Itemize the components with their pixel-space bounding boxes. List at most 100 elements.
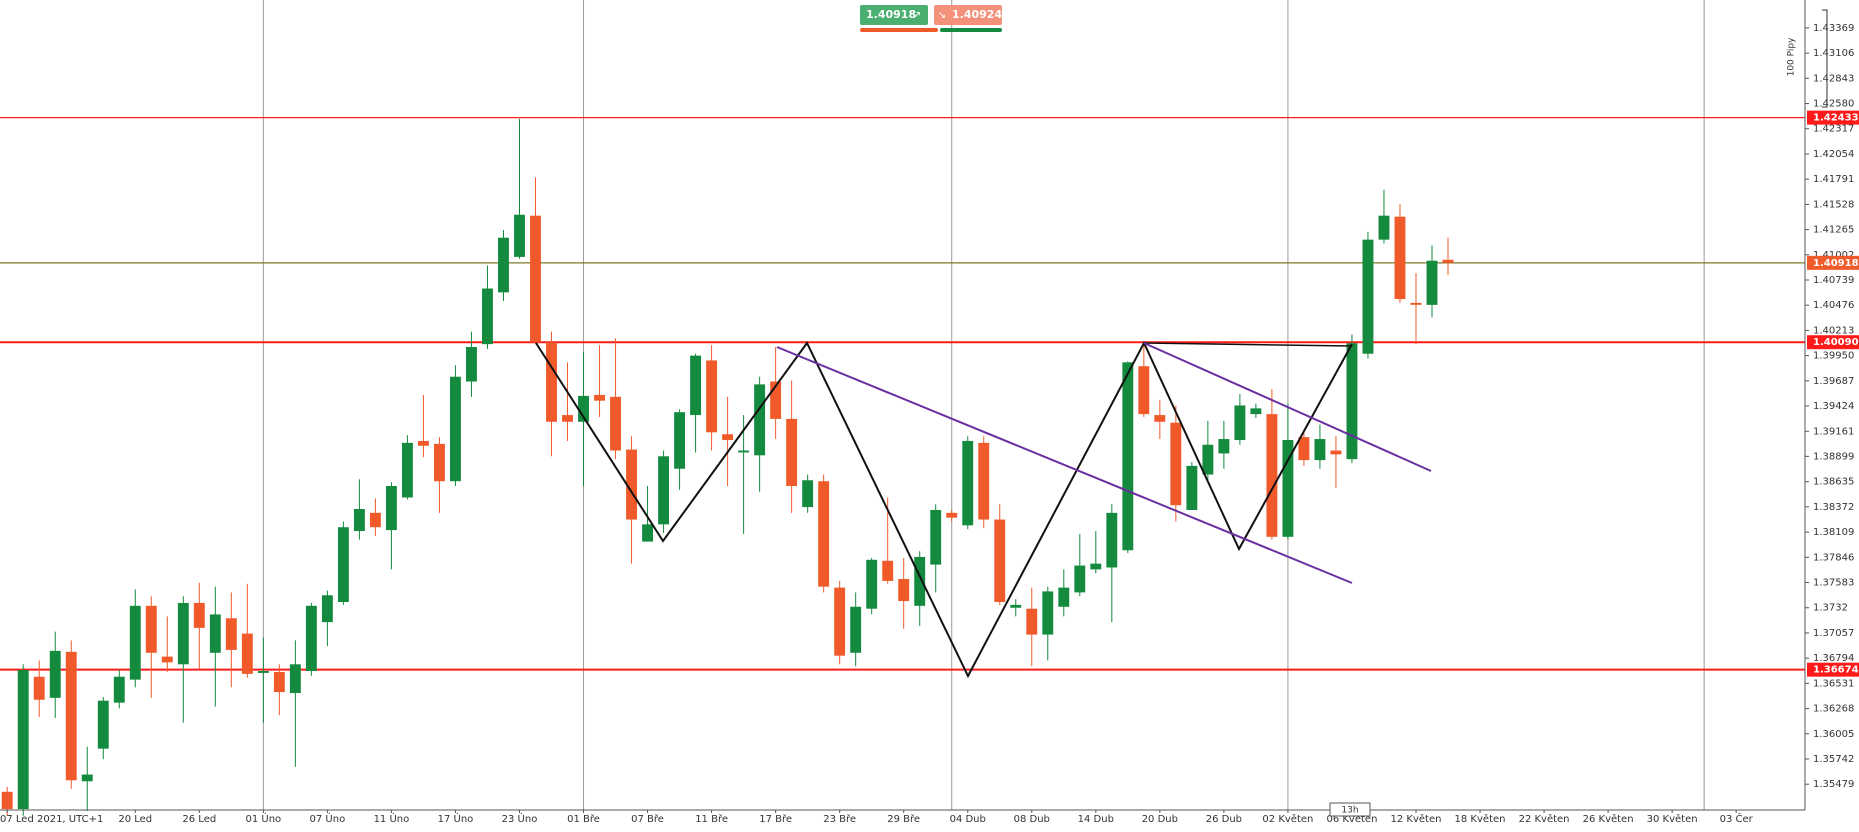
candle-body	[1282, 439, 1294, 537]
candle-body	[225, 618, 237, 650]
x-tick-label: 01 Bře	[567, 813, 600, 825]
candle-body	[930, 509, 942, 565]
y-tick-label: 1.43106	[1813, 48, 1854, 59]
candle-body	[818, 481, 830, 587]
zigzag-pattern	[535, 340, 1353, 679]
candle-body	[289, 664, 301, 694]
candle-body	[353, 509, 365, 532]
y-tick-label: 1.38635	[1813, 477, 1854, 488]
candle-body	[914, 556, 926, 606]
level-label: 1.40090	[1813, 337, 1859, 348]
candle-body	[850, 606, 862, 653]
candle-body	[1218, 439, 1230, 454]
y-tick-label: 1.40213	[1813, 325, 1854, 336]
candle-body	[1250, 408, 1262, 415]
candle-body	[962, 440, 974, 526]
x-tick-label: 30 Květen	[1647, 813, 1698, 825]
ask-price[interactable]: 1.40924	[952, 8, 1002, 21]
pip-bracket	[1822, 9, 1828, 108]
x-tick-label: 26 Dub	[1206, 814, 1242, 825]
x-tick-label: 26 Květen	[1583, 813, 1634, 825]
x-tick-label: 12 Květen	[1391, 813, 1442, 825]
candle-body	[802, 480, 814, 508]
candle-body	[1298, 437, 1310, 461]
candle-body	[898, 578, 910, 602]
candle-body	[161, 656, 173, 663]
y-tick-label: 1.37583	[1813, 578, 1854, 589]
x-tick-label: 14 Dub	[1078, 814, 1114, 825]
quote-widget[interactable]: 1.40918 ↗ ↘ 1.40924	[860, 5, 1002, 32]
last-price-box	[1807, 255, 1859, 270]
x-tick-label: 11 Bře	[695, 813, 728, 825]
y-tick-label: 1.42317	[1813, 124, 1854, 135]
x-tick-label: 17 Bře	[759, 813, 792, 825]
y-tick-label: 1.39950	[1813, 351, 1854, 362]
candle-body	[1074, 565, 1086, 593]
y-tick-label: 1.43369	[1813, 23, 1854, 34]
candle-body	[786, 418, 798, 486]
y-tick-label: 1.42054	[1813, 149, 1854, 160]
candle-body	[145, 605, 157, 653]
y-tick-label: 1.42843	[1813, 73, 1854, 84]
candle-body	[1154, 415, 1166, 422]
candle-body	[1090, 563, 1102, 570]
candle-body	[1410, 302, 1422, 305]
x-tick-label: 17 Úno	[438, 812, 474, 825]
x-tick-label: 29 Bře	[887, 813, 920, 825]
y-tick-label: 1.41528	[1813, 199, 1854, 210]
level-label: 1.42433	[1813, 113, 1859, 124]
x-tick-label: 22 Květen	[1519, 813, 1570, 825]
candle-body	[417, 440, 429, 446]
candle-body	[1314, 439, 1326, 461]
x-tick-label: 11 Úno	[374, 812, 410, 825]
bid-price[interactable]: 1.40918	[866, 8, 916, 21]
candle-body	[1346, 343, 1358, 460]
candle-body	[49, 650, 61, 698]
x-tick-label: 20 Led	[118, 814, 152, 825]
candle-body	[834, 587, 846, 656]
level-label: 1.36674	[1813, 665, 1859, 676]
x-tick-label: 26 Led	[182, 814, 216, 825]
ask-arrow: ↘	[938, 10, 946, 21]
candle-body	[1266, 414, 1278, 537]
candle-body	[690, 355, 702, 416]
timeframe-tag: 13h	[1329, 802, 1371, 817]
candle-body	[241, 633, 253, 674]
candle-body	[113, 676, 125, 703]
ask-box[interactable]	[934, 5, 1002, 25]
x-tick-label: 18 Květen	[1455, 813, 1506, 825]
candle-body	[882, 560, 894, 581]
y-tick-label: 1.36005	[1813, 729, 1854, 740]
x-tick-label: 03 Čer	[1720, 812, 1754, 825]
trend-line	[1143, 342, 1432, 472]
x-tick-label: 07 Led 2021, UTC+1	[0, 814, 103, 825]
candle-body	[978, 442, 990, 520]
bid-box[interactable]	[860, 5, 928, 25]
y-tick-label: 1.38899	[1813, 451, 1854, 462]
sell-bar	[860, 28, 938, 32]
candle-body	[385, 486, 397, 531]
candle-body	[129, 605, 141, 680]
candle-body	[1426, 260, 1438, 305]
candle-body	[209, 614, 221, 653]
candle-body	[450, 376, 461, 482]
candle-body	[994, 519, 1006, 602]
neckline	[1143, 342, 1353, 347]
candle-body	[434, 443, 445, 482]
candle-body	[1442, 259, 1454, 263]
candle-body	[466, 347, 477, 382]
candle-body	[193, 602, 205, 628]
candle-body	[594, 394, 605, 401]
buy-bar	[940, 28, 1002, 32]
x-tick-label: 01 Úno	[246, 812, 282, 825]
y-tick-label: 1.41265	[1813, 225, 1854, 236]
x-tick-label: 02 Květen	[1262, 813, 1313, 825]
candle-body	[706, 360, 718, 433]
x-tick-label: 23 Úno	[502, 812, 538, 825]
candle-body	[337, 527, 349, 602]
candle-body	[177, 602, 189, 665]
y-tick-label: 1.3732	[1813, 603, 1848, 614]
candle-body	[1330, 450, 1342, 455]
candle-body	[1010, 604, 1022, 608]
